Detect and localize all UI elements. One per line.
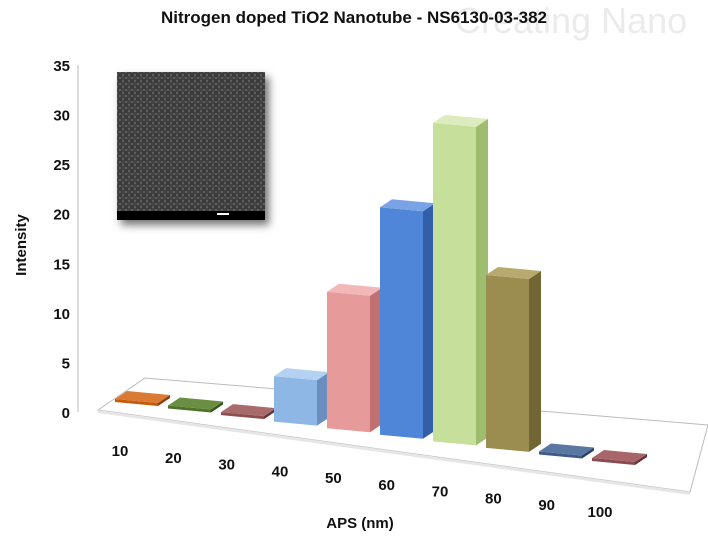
bar-top-10 [115, 391, 170, 403]
bar-top-90 [539, 443, 594, 456]
y-tick-label: 15 [53, 256, 70, 273]
bar-side-10 [158, 395, 170, 406]
x-tick-label: 20 [165, 450, 182, 467]
x-tick-label: 90 [538, 497, 555, 514]
bar-top-60 [380, 199, 435, 212]
bar-front-90 [539, 451, 582, 459]
bar-top-20 [168, 397, 223, 410]
watermark: Creating Nano [455, 0, 688, 41]
bar-front-10 [115, 399, 158, 406]
bar-side-90 [582, 447, 594, 459]
bar-side-50 [370, 287, 382, 433]
bar-top-30 [221, 404, 276, 417]
x-tick-label: 10 [112, 443, 129, 460]
bar-front-100 [592, 458, 635, 465]
x-tick-label: 100 [587, 504, 612, 521]
sem-micrograph-inset [117, 72, 265, 220]
bar-side-100 [635, 454, 647, 465]
bar-top-40 [274, 368, 329, 381]
y-tick-label: 20 [53, 207, 70, 224]
x-tick-label: 40 [272, 463, 289, 480]
bar-top-70 [433, 114, 488, 127]
bar-front-70 [433, 122, 476, 446]
bar-front-60 [380, 207, 423, 439]
bar-side-30 [264, 408, 276, 420]
x-tick-label: 80 [485, 490, 502, 507]
chart-title: Nitrogen doped TiO2 Nanotube - NS6130-03… [160, 8, 548, 27]
y-tick-label: 30 [53, 108, 70, 125]
y-tick-label: 5 [62, 355, 70, 372]
bar-top-100 [592, 450, 647, 462]
bar-front-80 [486, 274, 529, 452]
y-tick-label: 25 [53, 157, 70, 174]
y-tick-label: 10 [53, 306, 70, 323]
x-axis-title: APS (nm) [326, 515, 394, 532]
bar-front-50 [327, 291, 370, 433]
y-tick-label: 35 [53, 58, 70, 75]
bar-front-30 [221, 412, 264, 420]
x-tick-label: 60 [378, 477, 395, 494]
bar-side-70 [476, 118, 488, 446]
bar-side-60 [423, 203, 435, 439]
bar-top-50 [327, 283, 382, 296]
y-axis-title: Intensity [13, 214, 30, 276]
bar-front-20 [168, 405, 211, 413]
bar-top-80 [486, 266, 541, 279]
sem-scale-bar [217, 213, 229, 215]
y-tick-label: 0 [62, 405, 70, 422]
bar-side-40 [317, 372, 329, 426]
x-tick-label: 30 [218, 457, 235, 474]
x-tick-label: 50 [325, 470, 342, 487]
bar-side-80 [529, 270, 541, 452]
bar-front-40 [274, 376, 317, 426]
x-tick-label: 70 [432, 484, 449, 501]
chart-floor-edge [98, 410, 690, 495]
sem-info-bar [117, 211, 265, 220]
bar-side-20 [211, 401, 223, 413]
